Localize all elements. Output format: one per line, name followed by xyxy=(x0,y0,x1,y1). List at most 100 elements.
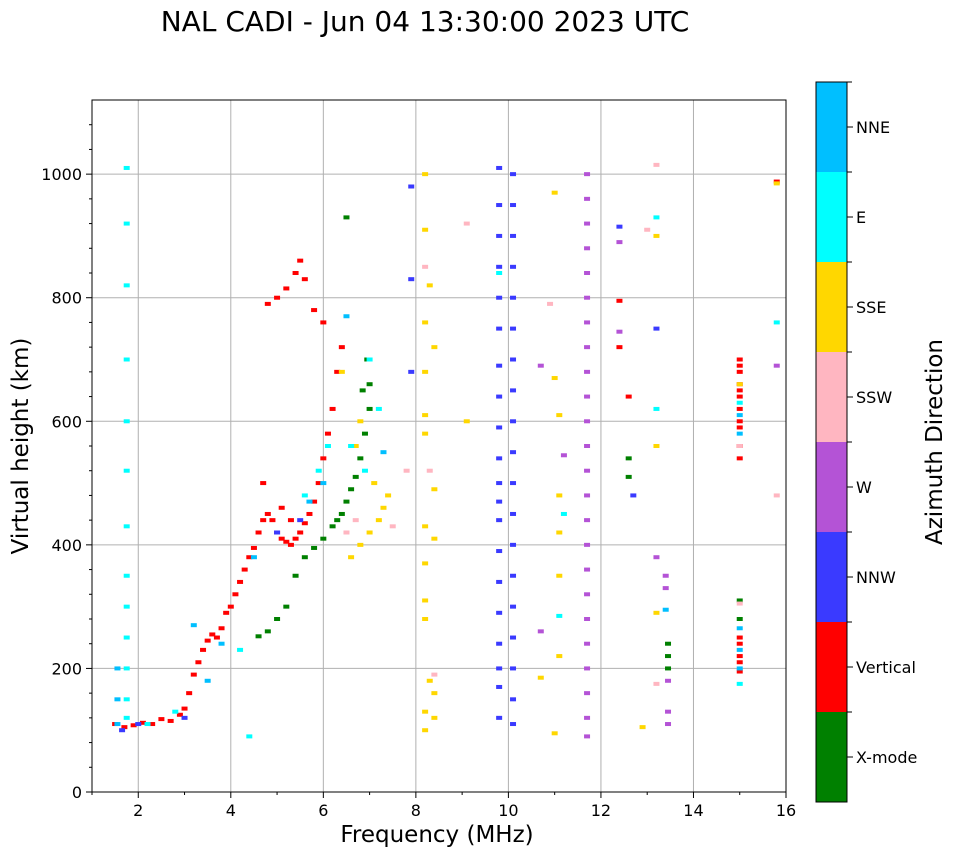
data-point-w xyxy=(584,734,591,739)
data-point-x-mode xyxy=(348,487,355,492)
data-point-e xyxy=(653,406,660,411)
data-point-w xyxy=(662,586,669,591)
data-point-w xyxy=(584,196,591,201)
data-point-nne xyxy=(204,678,211,683)
data-point-sse xyxy=(556,493,563,498)
data-point-nnw xyxy=(297,518,304,523)
data-point-w xyxy=(584,542,591,547)
data-point-w xyxy=(584,691,591,696)
colorbar-tick-label: SSE xyxy=(856,298,886,317)
colorbar-segment xyxy=(816,442,847,532)
data-point-vertical xyxy=(736,635,743,640)
data-point-e xyxy=(560,511,567,516)
data-point-vertical xyxy=(736,419,743,424)
data-point-vertical xyxy=(269,518,276,523)
data-point-w xyxy=(665,709,672,714)
data-point-nnw xyxy=(274,530,281,535)
data-point-x-mode xyxy=(366,382,373,387)
data-point-w xyxy=(584,295,591,300)
data-point-nnw xyxy=(496,456,503,461)
data-point-x-mode xyxy=(736,617,743,621)
data-point-nnw xyxy=(496,715,503,720)
data-point-nnw xyxy=(616,224,623,229)
colorbar-segment xyxy=(816,712,847,802)
data-point-vertical xyxy=(736,357,743,362)
data-point-vertical xyxy=(218,626,225,631)
data-point-e xyxy=(315,468,322,473)
data-point-vertical xyxy=(232,592,239,597)
data-point-w xyxy=(616,329,623,334)
colorbar-segment xyxy=(816,262,847,352)
data-point-x-mode xyxy=(359,388,366,393)
y-axis-label: Virtual height (km) xyxy=(8,338,34,555)
data-point-w xyxy=(665,678,672,683)
data-point-nnw xyxy=(510,326,517,331)
data-point-nnw xyxy=(510,573,517,578)
data-point-sse xyxy=(551,376,558,381)
data-point-e xyxy=(246,734,253,739)
data-point-e xyxy=(123,604,130,609)
data-point-vertical xyxy=(186,691,193,696)
data-point-sse xyxy=(556,530,563,535)
data-point-w xyxy=(584,419,591,424)
data-point-e xyxy=(736,400,743,405)
data-point-w xyxy=(584,715,591,720)
data-point-x-mode xyxy=(301,555,308,560)
data-point-vertical xyxy=(616,298,623,303)
data-point-sse xyxy=(653,233,660,238)
data-point-sse xyxy=(348,555,355,560)
data-point-nnw xyxy=(496,326,503,331)
data-point-w xyxy=(560,453,567,458)
data-point-vertical xyxy=(320,320,327,325)
data-point-vertical xyxy=(264,511,271,516)
data-point-w xyxy=(653,555,660,560)
data-point-nnw xyxy=(135,722,142,727)
data-point-ssw xyxy=(389,524,396,529)
data-point-sse xyxy=(422,413,429,418)
data-point-nnw xyxy=(510,635,517,640)
data-point-vertical xyxy=(736,394,743,399)
data-point-x-mode xyxy=(334,518,341,523)
data-point-vertical xyxy=(287,518,294,523)
x-tick-label: 6 xyxy=(318,801,328,820)
data-point-vertical xyxy=(736,406,743,411)
plot-frame xyxy=(91,99,787,793)
data-point-nnw xyxy=(510,542,517,547)
data-point-sse xyxy=(422,524,429,529)
data-point-nnw xyxy=(510,233,517,238)
data-point-vertical xyxy=(306,511,313,516)
data-point-nnw xyxy=(496,610,503,615)
data-point-x-mode xyxy=(264,629,271,634)
data-point-e xyxy=(123,357,130,362)
data-point-e xyxy=(123,165,130,170)
data-point-vertical xyxy=(278,505,285,510)
data-point-w xyxy=(584,567,591,572)
data-point-x-mode xyxy=(665,641,672,646)
data-point-vertical xyxy=(283,539,290,544)
data-point-e xyxy=(123,468,130,473)
data-point-vertical xyxy=(237,579,244,584)
data-point-sse xyxy=(556,573,563,578)
data-point-sse xyxy=(556,413,563,418)
data-point-nnw xyxy=(510,697,517,702)
y-tick-label: 800 xyxy=(51,289,82,308)
data-point-vertical xyxy=(736,660,743,665)
data-point-x-mode xyxy=(357,456,364,461)
data-point-vertical xyxy=(315,481,322,486)
data-point-nnw xyxy=(510,295,517,300)
data-point-x-mode xyxy=(665,654,672,659)
data-points xyxy=(112,162,780,739)
data-point-sse xyxy=(422,561,429,566)
data-point-w xyxy=(584,592,591,597)
colorbar-segment xyxy=(816,622,847,712)
data-point-x-mode xyxy=(338,511,345,516)
data-point-w xyxy=(537,629,544,634)
data-point-x-mode xyxy=(343,215,350,220)
data-point-nnw xyxy=(510,172,517,177)
data-point-vertical xyxy=(338,345,345,350)
data-point-e xyxy=(123,221,130,226)
data-point-nne xyxy=(736,647,743,652)
data-point-e xyxy=(375,406,382,411)
data-point-nne xyxy=(114,666,121,671)
